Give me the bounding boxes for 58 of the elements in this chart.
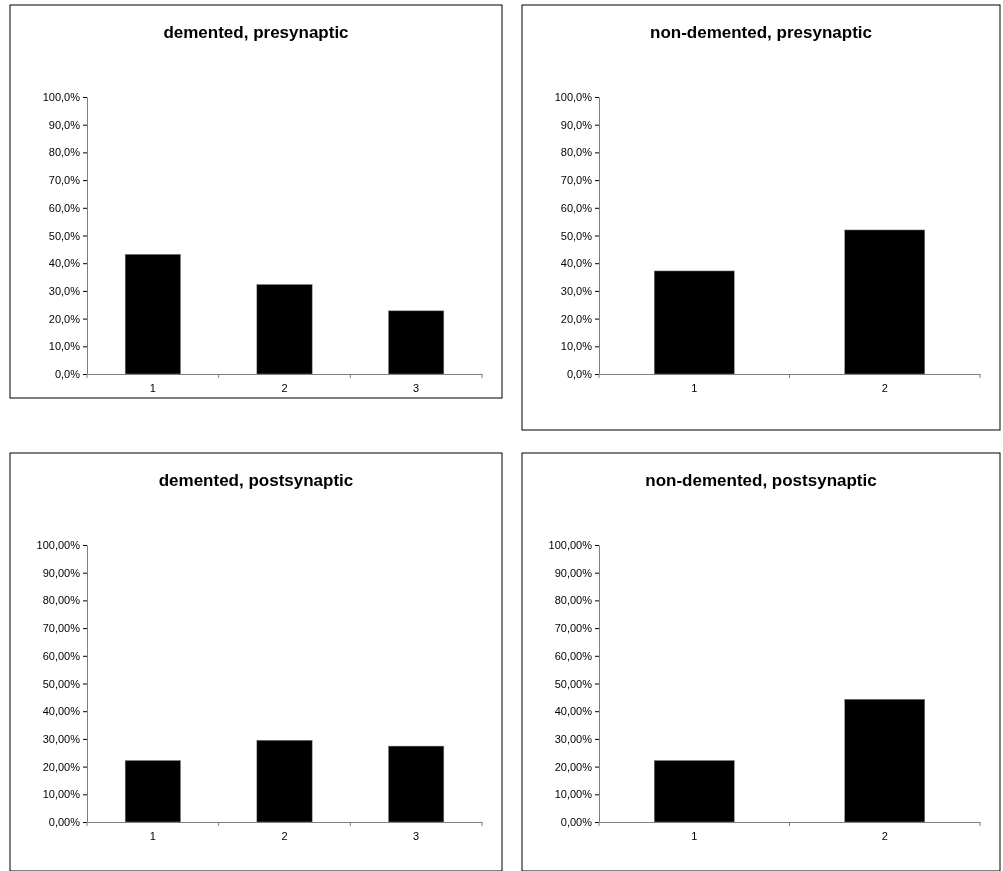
y-tick-label: 100,00%: [36, 539, 81, 552]
y-tick-label: 100,0%: [554, 91, 593, 104]
x-tick-label: 1: [149, 830, 156, 843]
x-tick-label: 2: [281, 830, 288, 843]
y-tick-label: 70,0%: [48, 174, 81, 187]
y-tick-label: 40,00%: [42, 705, 81, 718]
y-tick-label: 80,0%: [48, 146, 81, 159]
y-tick-label: 30,0%: [560, 284, 593, 297]
y-tick-label: 20,00%: [42, 760, 81, 773]
y-tick-label: 80,00%: [42, 594, 81, 607]
y-tick-label: 30,0%: [48, 284, 81, 297]
y-tick-label: 100,0%: [42, 91, 81, 104]
x-tick-label: 3: [413, 382, 420, 395]
y-tick-label: 80,00%: [554, 594, 593, 607]
y-tick-label: 50,0%: [560, 229, 593, 242]
y-tick-label: 20,00%: [554, 760, 593, 773]
x-tick-label: 1: [691, 382, 698, 395]
y-tick-label: 10,0%: [560, 340, 593, 353]
y-tick-label: 0,00%: [48, 816, 81, 829]
chart-title: demented, postsynaptic: [158, 471, 354, 490]
y-tick-label: 80,0%: [560, 146, 593, 159]
y-tick-label: 70,00%: [42, 622, 81, 635]
chart-title: non-demented, postsynaptic: [645, 471, 877, 490]
y-tick-label: 50,0%: [48, 229, 81, 242]
y-tick-label: 100,00%: [548, 539, 593, 552]
y-tick-label: 60,00%: [554, 649, 593, 662]
y-tick-label: 10,00%: [554, 788, 593, 801]
y-tick-label: 90,0%: [48, 118, 81, 131]
y-tick-label: 10,0%: [48, 340, 81, 353]
x-tick-label: 2: [281, 382, 288, 395]
y-tick-label: 30,00%: [42, 732, 81, 745]
y-tick-label: 50,00%: [42, 677, 81, 690]
y-tick-label: 90,00%: [42, 566, 81, 579]
chart-title: demented, presynaptic: [163, 23, 349, 42]
x-tick-label: 1: [149, 382, 156, 395]
y-tick-label: 90,00%: [554, 566, 593, 579]
x-tick-label: 3: [413, 830, 420, 843]
y-tick-label: 40,00%: [554, 705, 593, 718]
y-tick-label: 60,0%: [48, 201, 81, 214]
x-tick-label: 2: [881, 830, 888, 843]
x-tick-label: 2: [881, 382, 888, 395]
y-tick-label: 30,00%: [554, 732, 593, 745]
y-tick-label: 40,0%: [560, 257, 593, 270]
y-tick-label: 0,00%: [560, 816, 593, 829]
y-tick-label: 0,0%: [54, 368, 81, 381]
y-tick-label: 0,0%: [566, 368, 593, 381]
y-tick-label: 20,0%: [560, 312, 593, 325]
y-tick-label: 10,00%: [42, 788, 81, 801]
y-tick-label: 50,00%: [554, 677, 593, 690]
y-tick-label: 70,0%: [560, 174, 593, 187]
chart-title: non-demented, presynaptic: [650, 23, 872, 42]
x-tick-label: 1: [691, 830, 698, 843]
y-tick-label: 70,00%: [554, 622, 593, 635]
y-tick-label: 20,0%: [48, 312, 81, 325]
y-tick-label: 60,00%: [42, 649, 81, 662]
y-tick-label: 60,0%: [560, 201, 593, 214]
y-tick-label: 40,0%: [48, 257, 81, 270]
y-tick-label: 90,0%: [560, 118, 593, 131]
